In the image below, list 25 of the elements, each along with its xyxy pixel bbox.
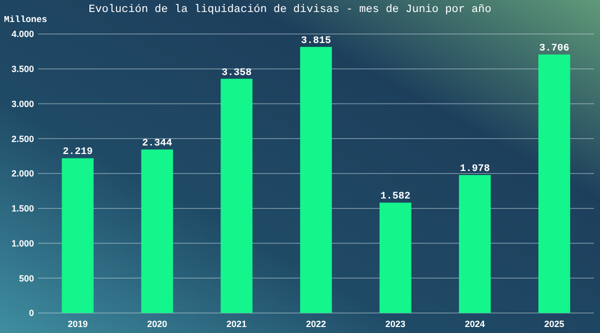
y-axis-title: Millones [4,15,48,25]
y-tick-label: 3.500 [11,64,34,74]
x-tick-label: 2022 [306,319,326,329]
y-tick-label: 0 [28,308,34,318]
x-tick-label: 2024 [464,319,485,329]
y-tick-label: 4.000 [11,29,34,40]
data-label: 1.978 [460,164,490,176]
x-tick-label: 2019 [68,319,88,329]
x-tick-label: 2021 [226,319,247,329]
data-label: 3.358 [222,68,252,79]
y-tick-label: 1.500 [11,204,34,214]
y-tick-label: 2.000 [11,168,34,179]
y-tick-label: 500 [18,273,34,284]
chart-title: Evolución de la liquidación de divisas - mes de Junio por año [88,4,492,16]
x-tick-label: 2025 [544,319,564,329]
x-tick-label: 2020 [147,319,168,329]
data-label: 3.706 [539,44,570,55]
data-label: 3.815 [300,36,332,47]
y-tick-label: 1.000 [11,238,34,248]
data-label: 2.219 [62,147,93,158]
data-label: 2.344 [142,138,172,150]
y-tick-label: 2.500 [11,134,34,144]
y-tick-label: 3.000 [11,98,34,109]
x-tick-label: 2023 [385,319,406,329]
data-label: 1.582 [380,192,410,203]
